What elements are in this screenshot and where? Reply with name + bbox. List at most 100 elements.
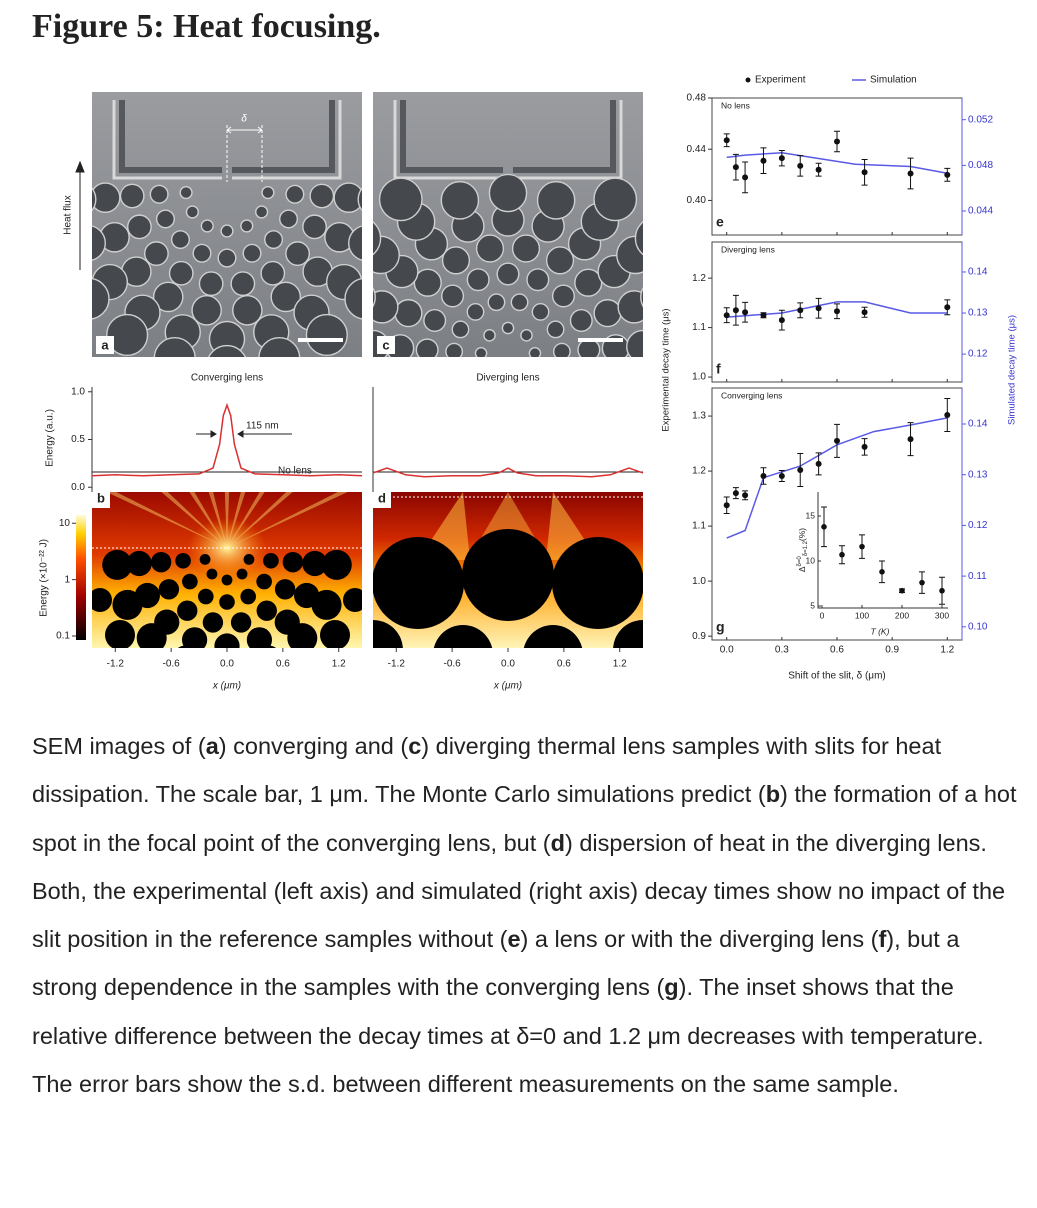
decoration [202, 612, 224, 633]
y2-tick-label: 0.12 [968, 349, 988, 360]
decoration [285, 184, 305, 204]
experiment-point [723, 137, 730, 144]
experiment-point [760, 157, 767, 164]
decoration [423, 309, 447, 333]
decoration [302, 550, 328, 577]
decoration [552, 342, 571, 357]
decoration [92, 187, 97, 212]
decoration [285, 241, 310, 266]
experiment-point [732, 490, 739, 497]
panel-frame [711, 97, 963, 236]
experiment-point [907, 436, 914, 443]
delta-label: δ [241, 114, 247, 125]
decoration [282, 551, 304, 573]
decoration [305, 313, 348, 357]
decoration [373, 290, 399, 324]
decoration [158, 579, 180, 600]
decoration [441, 284, 465, 308]
experiment-point [760, 473, 767, 480]
experiment-point [815, 166, 822, 173]
simulation-line [726, 301, 948, 318]
energy-curve [372, 467, 644, 478]
decoration [198, 588, 214, 605]
decoration [496, 262, 520, 286]
y2-tick-label: 0.048 [968, 160, 993, 171]
decoration [413, 268, 442, 297]
caption-panel-ref: d [550, 829, 565, 856]
decoration [255, 205, 269, 219]
panel-title: Diverging lens [721, 244, 775, 254]
inset-point [859, 543, 865, 550]
y-tick-label: 1.0 [692, 576, 706, 587]
decoration [263, 552, 279, 569]
decoration [526, 268, 550, 292]
inset-point [919, 579, 925, 586]
decoration [577, 338, 601, 357]
decoration [474, 347, 488, 357]
figure: a c δ Heat flux b d [39, 75, 1018, 692]
decoration [320, 620, 350, 648]
decoration [112, 589, 143, 620]
delta-arrow [226, 126, 263, 134]
decoration [510, 293, 529, 312]
experiment-point [861, 309, 868, 316]
decoration [177, 645, 196, 648]
x-axis-label: Shift of the slit, δ (μm) [788, 671, 885, 682]
x-tick-label: -0.6 [163, 659, 181, 670]
experiment-point [861, 443, 868, 450]
inset-point [899, 587, 905, 594]
y-tick-label: 1.0 [692, 372, 706, 383]
decoration [357, 187, 362, 212]
decoration [466, 268, 490, 292]
heat-flux-arrow [75, 160, 85, 270]
panel-label: e [716, 214, 724, 230]
decoration [198, 271, 224, 297]
decoration [199, 553, 211, 565]
decoration [256, 600, 277, 621]
inset-axes [817, 492, 948, 609]
y-tick-label: 1 [64, 574, 70, 585]
y-tick-label: 0.1 [56, 631, 70, 642]
decoration [593, 177, 638, 222]
panel-label-box [373, 490, 391, 508]
caption-text: ) the formation of a hot spot in the foc… [32, 781, 1017, 856]
decoration [106, 492, 227, 548]
decoration [256, 573, 272, 590]
x-tick-label: 100 [855, 610, 869, 620]
experiment-point [778, 155, 785, 162]
caption-panel-ref: g [664, 974, 679, 1001]
decoration [531, 302, 550, 321]
experiment-point [742, 492, 749, 499]
experiment-point [723, 502, 730, 509]
experiment-point [815, 460, 822, 467]
decoration [219, 594, 235, 610]
y2-tick-label: 0.10 [968, 621, 988, 632]
x-tick-label: 0.6 [830, 645, 844, 656]
decoration [106, 313, 149, 357]
y-tick-label: 10 [59, 518, 71, 529]
x-axis-label: x (μm) [493, 681, 522, 692]
decoration [170, 230, 190, 250]
y-tick-label: 15 [806, 510, 816, 520]
panel-label: g [716, 619, 725, 635]
decoration [153, 336, 196, 357]
decoration [551, 284, 575, 308]
panel-label: f [716, 361, 721, 377]
decoration [242, 243, 262, 263]
decoration [243, 553, 255, 565]
decoration [445, 342, 464, 357]
decoration [207, 344, 247, 357]
decoration [311, 589, 342, 620]
experiment-point [732, 164, 739, 171]
panel-label-box [92, 490, 110, 508]
panel-label-box [377, 336, 395, 354]
caption-text: ), but a strong dependence in the sample… [32, 926, 960, 1001]
y-tick-label: 1.0 [71, 386, 85, 397]
y-axis-label-part: δ=0 [797, 556, 803, 567]
y-tick-label: 0.0 [71, 482, 85, 493]
x-tick-label: 0.6 [557, 659, 571, 670]
decoration [264, 230, 284, 250]
x-tick-label: 0.9 [885, 645, 899, 656]
caption-panel-ref: b [765, 781, 781, 808]
x-tick-label: 300 [935, 610, 949, 620]
